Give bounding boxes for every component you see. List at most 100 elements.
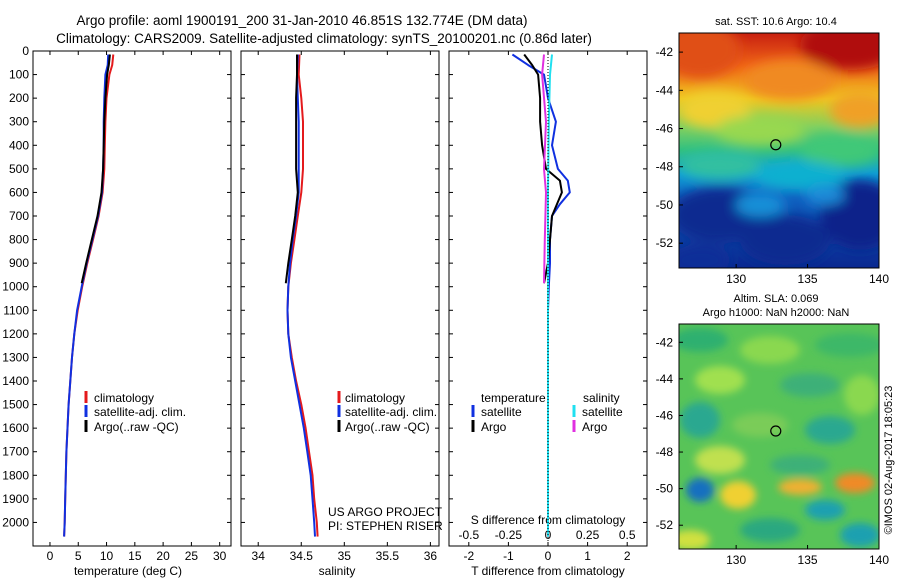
y-tick-label: 800 [9, 233, 29, 247]
y-tick-label: 1100 [3, 303, 29, 317]
map-y-tick-label: -48 [656, 160, 674, 174]
credit-timestamp: ©IMOS 02-Aug-2017 18:05:23 [883, 386, 895, 535]
x-tick-label: 10 [100, 549, 114, 563]
x-tick-label: 36 [424, 549, 438, 563]
map-y-tick-label: -44 [656, 372, 674, 386]
s-tick-label: 0.25 [576, 528, 600, 542]
difference-x-axis: -2 -1 0 1 2 [463, 51, 631, 563]
s-tick-label: -0.25 [495, 528, 523, 542]
legend-label-t-argo: Argo [481, 420, 507, 434]
map-x-tick-label: 140 [869, 553, 889, 567]
temperature-series [63, 54, 115, 537]
y-tick-label: 1000 [2, 280, 29, 294]
legend-label-argo: Argo(..raw -QC) [345, 420, 430, 434]
sla-map-frame [678, 323, 880, 550]
sst-map-axes: 130 135 140 -42 -44 -46 -48 -50 -52 [656, 45, 890, 286]
series-line-argo [523, 53, 563, 284]
sst-heatmap [679, 33, 879, 268]
map-y-tick-label: -42 [656, 45, 674, 59]
s-tick-label: 0.5 [619, 528, 636, 542]
y-tick-label: 900 [9, 256, 29, 270]
project-annotation-line1: US ARGO PROJECT [328, 505, 443, 519]
salinity-panel-frame [240, 50, 440, 547]
y-tick-label: 1700 [2, 445, 29, 459]
y-tick-label: 500 [9, 162, 29, 176]
map-y-tick-label: -48 [656, 445, 674, 459]
y-tick-label: 100 [9, 68, 29, 82]
legend-label-climatology: climatology [345, 391, 405, 405]
t-difference-label: T difference from climatology [471, 564, 625, 578]
series-line-argo [284, 54, 299, 284]
temperature-x-label: temperature (deg C) [74, 564, 182, 578]
y-tick-label: 1200 [2, 327, 29, 341]
map-y-tick-label: -46 [656, 122, 674, 136]
salinity-series [284, 54, 319, 537]
y-tick-label: 1900 [2, 492, 29, 506]
x-tick-label: 30 [213, 549, 227, 563]
legend-title-temperature: temperature [481, 391, 546, 405]
legend-label-s-satellite: satellite [582, 405, 623, 419]
sst-argo-location-marker [770, 139, 782, 151]
header-title-line1: Argo profile: aoml 1900191_200 31-Jan-20… [76, 13, 527, 28]
legend-label-climatology: climatology [94, 391, 154, 405]
legend-label-t-satellite: satellite [481, 405, 522, 419]
legend-label-s-argo: Argo [582, 420, 608, 434]
temperature-x-axis: 0 5 10 15 20 25 30 [47, 51, 227, 563]
x-tick-label: -2 [463, 549, 474, 563]
sla-argo-location-marker [770, 425, 782, 437]
sst-map-frame [678, 32, 880, 269]
y-tick-label: 1600 [2, 421, 29, 435]
series-line-argo [80, 54, 111, 284]
salinity-x-label: salinity [319, 564, 356, 578]
y-tick-label: 1500 [2, 398, 29, 412]
x-tick-label: 20 [156, 549, 170, 563]
header-title-line2: Climatology: CARS2009. Satellite-adjuste… [56, 31, 592, 46]
salinity-x-axis: 34 34.5 35 35.5 36 [252, 51, 438, 563]
map-y-tick-label: -44 [656, 83, 674, 97]
x-tick-label: 0 [545, 549, 552, 563]
y-tick-label: 1300 [2, 350, 29, 364]
x-tick-label: 5 [75, 549, 82, 563]
difference-legend: temperature salinity satellite Argo sate… [471, 391, 623, 434]
y-tick-label: 0 [22, 44, 29, 58]
x-tick-label: 1 [584, 549, 591, 563]
map-y-tick-label: -50 [656, 198, 674, 212]
series-line-satellite [286, 54, 316, 537]
map-x-tick-label: 140 [869, 272, 889, 286]
map-y-tick-label: -52 [656, 518, 674, 532]
x-tick-label: 35 [338, 549, 352, 563]
map-x-tick-label: 130 [726, 553, 746, 567]
x-tick-label: -1 [503, 549, 514, 563]
x-tick-label: 0 [47, 549, 54, 563]
map-x-tick-label: 135 [798, 553, 818, 567]
sla-heatmap [679, 324, 879, 549]
legend-label-satellite: satellite-adj. clim. [345, 405, 437, 419]
x-tick-label: 2 [624, 549, 631, 563]
y-tick-label: 1400 [2, 374, 29, 388]
series-line-sal_argo [541, 54, 547, 284]
project-annotation-line2: PI: STEPHEN RISER [328, 519, 443, 533]
x-tick-label: 25 [185, 549, 199, 563]
map-y-tick-label: -46 [656, 408, 674, 422]
y-tick-label: 2000 [2, 515, 29, 529]
sst-map-title: sat. SST: 10.6 Argo: 10.4 [715, 16, 837, 28]
depth-axis: 0 100 200 300 400 500 600 700 800 900 1000 1100 1200… [2, 44, 647, 529]
map-y-tick-label: -50 [656, 482, 674, 496]
salinity-legend: climatology satellite-adj. clim. Argo(..… [337, 391, 437, 434]
legend-title-salinity: salinity [583, 391, 620, 405]
y-tick-label: 600 [9, 185, 29, 199]
y-tick-label: 200 [9, 91, 29, 105]
temperature-panel-frame [32, 50, 232, 547]
map-y-tick-label: -42 [656, 335, 674, 349]
sla-map-title: Altim. SLA: 0.069 [734, 293, 819, 305]
sla-map-axes: 130 135 140 -42 -44 -46 -48 -50 -52 [656, 335, 890, 567]
x-tick-label: 35.5 [376, 549, 400, 563]
x-tick-label: 34.5 [290, 549, 314, 563]
legend-label-satellite: satellite-adj. clim. [94, 405, 186, 419]
y-tick-label: 300 [9, 115, 29, 129]
x-tick-label: 34 [252, 549, 266, 563]
map-x-tick-label: 135 [798, 272, 818, 286]
y-tick-label: 700 [9, 209, 29, 223]
y-tick-label: 1800 [2, 468, 29, 482]
